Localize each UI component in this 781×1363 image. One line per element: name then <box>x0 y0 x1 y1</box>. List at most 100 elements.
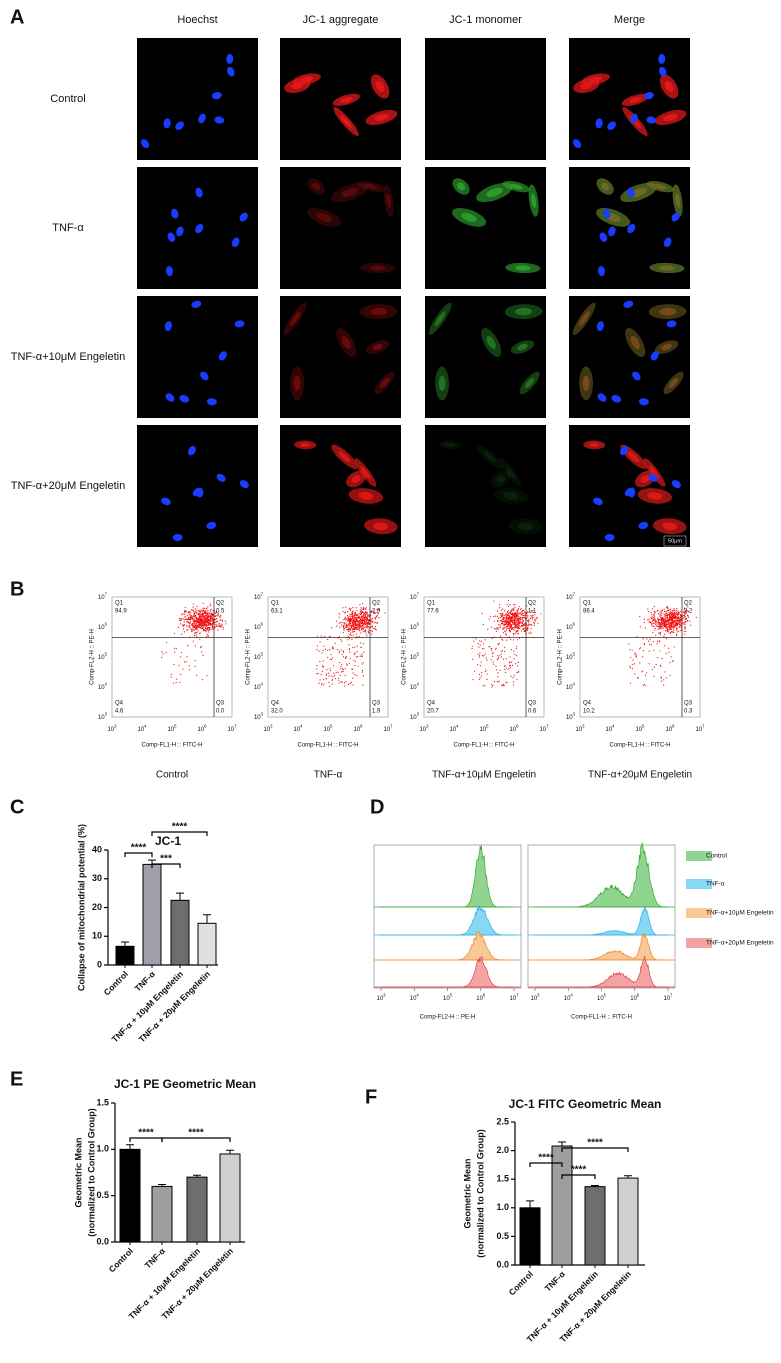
event-dot <box>501 616 502 617</box>
event-dot <box>181 652 182 653</box>
event-dot <box>514 604 515 605</box>
event-dot <box>363 623 364 624</box>
event-dot <box>515 607 516 608</box>
event-dot <box>523 623 524 624</box>
bar <box>116 946 134 965</box>
event-dot <box>645 627 646 628</box>
event-dot <box>166 642 167 643</box>
event-dot <box>489 618 490 619</box>
y-tick-label: 105 <box>98 652 108 661</box>
event-dot <box>523 613 524 614</box>
event-dot <box>173 664 174 665</box>
event-dot <box>351 669 352 670</box>
event-dot <box>485 671 486 672</box>
event-dot <box>321 652 322 653</box>
event-dot <box>668 621 669 622</box>
event-dot <box>333 673 334 674</box>
event-dot <box>203 608 204 609</box>
event-dot <box>199 616 200 617</box>
event-dot <box>678 620 679 621</box>
event-dot <box>204 618 205 619</box>
y-tick-label: 104 <box>254 682 264 691</box>
event-dot <box>338 680 339 681</box>
event-dot <box>354 647 355 648</box>
event-dot <box>505 682 506 683</box>
event-dot <box>659 622 660 623</box>
event-dot <box>671 619 672 620</box>
tick-exponent: 6 <box>483 993 486 998</box>
x-tick-label: 105 <box>167 724 177 733</box>
event-dot <box>202 624 203 625</box>
event-dot <box>363 612 364 613</box>
event-dot <box>330 670 331 671</box>
event-dot <box>186 621 187 622</box>
event-dot <box>500 620 501 621</box>
event-dot <box>512 617 513 618</box>
event-dot <box>357 665 358 666</box>
event-dot <box>671 614 672 615</box>
event-dot <box>342 611 343 612</box>
event-dot <box>654 611 655 612</box>
x-tick-label: 107 <box>663 993 673 1002</box>
event-dot <box>507 682 508 683</box>
event-dot <box>471 648 472 649</box>
event-dot <box>367 615 368 616</box>
event-dot <box>316 668 317 669</box>
tick-exponent: 7 <box>573 592 576 597</box>
significance-label: **** <box>587 1138 603 1149</box>
event-dot <box>222 627 223 628</box>
event-dot <box>514 675 515 676</box>
event-dot <box>363 629 364 630</box>
event-dot <box>666 638 667 639</box>
x-tick-label: Control <box>107 1246 135 1274</box>
event-dot <box>521 625 522 626</box>
event-dot <box>647 608 648 609</box>
event-dot <box>347 615 348 616</box>
event-dot <box>527 625 528 626</box>
event-dot <box>527 630 528 631</box>
event-dot <box>672 626 673 627</box>
event-dot <box>678 613 679 614</box>
event-dot <box>374 628 375 629</box>
event-dot <box>199 626 200 627</box>
x-tick-label: 106 <box>509 724 519 733</box>
event-dot <box>189 612 190 613</box>
event-dot <box>525 615 526 616</box>
event-dot <box>671 615 672 616</box>
event-dot <box>354 629 355 630</box>
event-dot <box>528 632 529 633</box>
event-dot <box>375 622 376 623</box>
event-dot <box>320 641 321 642</box>
error-bar <box>176 893 184 900</box>
event-dot <box>327 669 328 670</box>
group-label: Control <box>156 770 188 781</box>
tick-exponent: 6 <box>672 724 675 729</box>
event-dot <box>348 628 349 629</box>
event-dot <box>194 620 195 621</box>
quadrant-value: 10.2 <box>583 709 595 715</box>
event-dot <box>348 644 349 645</box>
event-dot <box>345 607 346 608</box>
event-dot <box>664 616 665 617</box>
event-dot <box>332 679 333 680</box>
event-dot <box>345 658 346 659</box>
event-dot <box>672 617 673 618</box>
micrograph <box>425 296 546 418</box>
event-dot <box>354 631 355 632</box>
event-dot <box>480 661 481 662</box>
event-dot <box>220 617 221 618</box>
x-tick-label: 105 <box>323 724 333 733</box>
event-dot <box>208 631 209 632</box>
tick-exponent: 6 <box>261 622 264 627</box>
event-dot <box>367 627 368 628</box>
event-dot <box>344 628 345 629</box>
event-dot <box>345 657 346 658</box>
event-dot <box>656 664 657 665</box>
event-dot <box>193 625 194 626</box>
event-dot <box>480 645 481 646</box>
event-dot <box>338 678 339 679</box>
event-dot <box>166 652 167 653</box>
event-dot <box>187 626 188 627</box>
event-dot <box>513 651 514 652</box>
event-dot <box>514 613 515 614</box>
